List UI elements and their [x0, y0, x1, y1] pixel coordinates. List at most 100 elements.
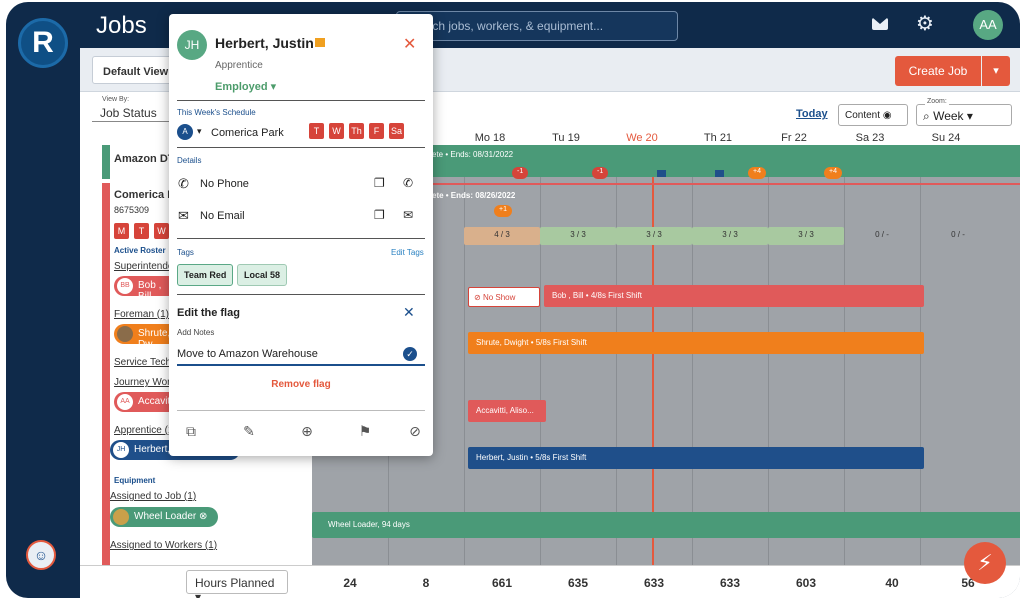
chevron-down-icon[interactable]: ▾ — [197, 126, 202, 136]
chip-label: Herbert, Ju — [134, 444, 184, 455]
close-icon[interactable]: ✕ — [403, 36, 417, 53]
copy-icon[interactable]: ❐ — [374, 176, 385, 190]
block-icon[interactable]: ⊘ — [409, 423, 421, 439]
assigned-to-job[interactable]: Assigned to Job (1) — [110, 491, 197, 502]
badge[interactable]: +4 — [824, 167, 842, 179]
email-value: No Email — [200, 210, 245, 222]
day-label: Sa 23 — [855, 132, 885, 144]
schedule-day: F — [369, 123, 384, 139]
role-foreman[interactable]: Foreman (1) — [114, 309, 170, 320]
worker-chip[interactable]: BB Bob , Bill — [114, 276, 184, 302]
chip-label: Wheel Loader — [134, 511, 197, 522]
popup-actions: ⧉ ✎ ⊕ ⚑ ⊘ — [169, 421, 433, 445]
assistant-icon[interactable]: ☺ — [26, 540, 56, 570]
zoom-select[interactable]: Zoom: ⌕ Week ▾ — [916, 98, 1012, 126]
equipment-bar-wheel-loader[interactable]: Wheel Loader, 94 days — [312, 512, 1020, 538]
content-label: Content — [845, 110, 881, 121]
capacity-cell: 3 / 3 — [616, 227, 692, 245]
create-job-button[interactable]: Create Job — [895, 56, 981, 86]
chat-icon[interactable] — [657, 170, 666, 177]
role-service-tech[interactable]: Service Tech (0 — [114, 357, 183, 368]
worker-popup: JH Herbert, Justin ✕ Apprentice Employed… — [169, 14, 433, 456]
notes-input[interactable] — [177, 344, 425, 366]
call-icon[interactable]: ✆ — [403, 176, 414, 190]
total-cell: 24 — [343, 576, 357, 590]
flag-action-icon[interactable]: ⚑ — [358, 423, 372, 439]
add-icon[interactable]: ⊕ — [301, 423, 313, 439]
open-external-icon[interactable]: ⧉ — [186, 423, 196, 439]
tag[interactable]: Local 58 — [237, 264, 288, 286]
tag[interactable]: Team Red — [177, 264, 234, 286]
remove-chip-icon[interactable]: ⊗ — [199, 511, 208, 522]
schedule-day: Th — [349, 123, 364, 139]
total-cell: 603 — [795, 576, 817, 590]
chip-avatar — [113, 509, 129, 525]
schedule-day: W — [329, 123, 344, 139]
edit-tags-link[interactable]: Edit Tags — [391, 248, 424, 257]
capacity-cell: 3 / 3 — [768, 227, 844, 245]
search-input[interactable]: Search jobs, workers, & equipment... — [396, 11, 678, 41]
job-name[interactable]: Amazon DTW — [114, 153, 185, 165]
default-view-label: Default View — [103, 66, 169, 78]
total-cell: 633 — [719, 576, 741, 590]
worker-chip[interactable]: AA Accavitti, — [114, 392, 184, 412]
check-icon[interactable]: ✓ — [403, 347, 417, 361]
no-show-label: No Show — [482, 293, 516, 302]
badge[interactable]: -1 — [592, 167, 609, 179]
assignment-bar-accavitti[interactable]: Accavitti, Aliso... — [468, 400, 546, 422]
remove-flag-button[interactable]: Remove flag — [271, 379, 331, 390]
gear-icon[interactable]: ⚙ — [916, 13, 934, 35]
role-superintendent[interactable]: Superintenden — [114, 261, 180, 272]
today-button[interactable]: Today — [796, 108, 828, 120]
copy-icon[interactable]: ❐ — [374, 208, 385, 222]
job-name[interactable]: Comerica Pa — [114, 189, 181, 201]
assignment-bar-herbert[interactable]: Herbert, Justin • 5/8s First Shift — [468, 447, 924, 469]
chip-avatar: BB — [117, 278, 133, 294]
create-job-menu-button[interactable]: ▾ — [982, 56, 1010, 86]
total-cell: 661 — [491, 576, 513, 590]
equipment-chip[interactable]: Wheel Loader ⊗ — [110, 507, 218, 527]
top-bar: R Jobs Search jobs, workers, & equipment… — [6, 2, 1020, 68]
edit-icon[interactable]: ✎ — [243, 423, 255, 439]
badge[interactable]: +4 — [748, 167, 766, 179]
job-ends-amazon: ete • Ends: 08/31/2022 — [432, 150, 514, 159]
badge[interactable]: -1 — [512, 167, 529, 179]
total-cell: 8 — [422, 576, 430, 590]
equipment-title: Equipment — [114, 476, 156, 485]
no-show-bar[interactable]: ⊘ No Show — [468, 287, 540, 307]
chip-avatar — [117, 326, 133, 342]
schedule-label: This Week's Schedule — [177, 108, 256, 117]
chat-icon[interactable] — [715, 170, 724, 177]
employment-status-select[interactable]: Employed ▾ — [215, 81, 277, 93]
chip-avatar: JH — [113, 442, 129, 458]
close-flag-icon[interactable]: ✕ — [403, 304, 415, 320]
content-toggle[interactable]: Content ◉ — [838, 104, 908, 126]
grid-line — [464, 145, 465, 565]
mail-icon[interactable] — [872, 18, 888, 30]
zoom-icon: ⌕ — [923, 109, 930, 123]
role-apprentice[interactable]: Apprentice (1) — [114, 425, 177, 436]
chip-label: Bob , Bill — [138, 280, 162, 302]
hours-planned-select[interactable]: Hours Planned ▾ — [186, 570, 288, 598]
total-cell: 40 — [885, 576, 899, 590]
send-email-icon[interactable]: ✉ — [403, 208, 414, 222]
edit-flag-title: Edit the flag — [177, 307, 240, 319]
schedule-day: T — [309, 123, 324, 139]
divider — [177, 238, 425, 239]
assignment-bar-bob[interactable]: Bob , Bill • 4/8s First Shift — [544, 285, 924, 307]
badge[interactable]: +1 — [494, 205, 512, 217]
job-ends-comerica: ete • Ends: 08/26/2022 — [432, 191, 516, 200]
assignment-bar-shrute[interactable]: Shrute, Dwight • 5/8s First Shift — [468, 332, 924, 354]
grid-line — [692, 145, 693, 565]
lightning-icon[interactable]: ⚡ — [964, 542, 1006, 584]
worker-chip[interactable]: Shrute, Dw — [114, 324, 184, 350]
view-by-label: View By: — [102, 96, 130, 103]
user-avatar[interactable]: AA — [973, 10, 1003, 40]
capacity-cell: 4 / 3 — [464, 227, 540, 245]
role-journey-worker[interactable]: Journey Worke — [114, 377, 182, 388]
phone-icon: ✆ — [178, 176, 189, 191]
day-box: M — [114, 223, 129, 239]
assigned-to-workers[interactable]: Assigned to Workers (1) — [110, 540, 218, 551]
chip-avatar: AA — [117, 394, 133, 410]
day-box: W — [154, 223, 169, 239]
